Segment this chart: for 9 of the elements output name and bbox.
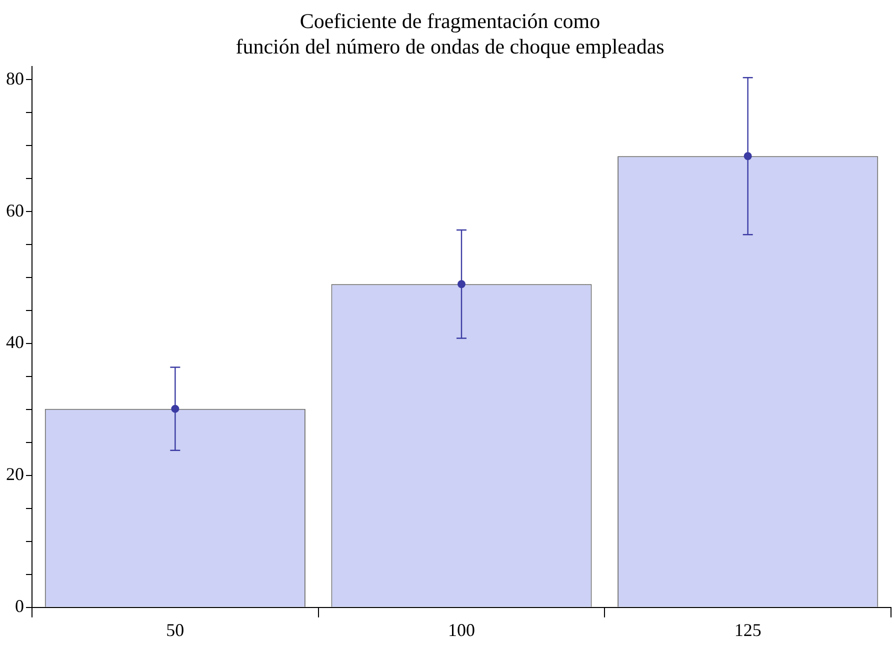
y-tick-label: 80: [6, 68, 24, 88]
y-tick-label: 0: [15, 596, 24, 616]
y-tick-label: 40: [6, 332, 24, 352]
y-tick-label: 20: [6, 464, 24, 484]
chart-title: Coeficiente de fragmentación como función del número de ondas de choque empleadas: [236, 9, 664, 58]
x-tick-label: 125: [734, 620, 762, 640]
x-tick-label: 50: [166, 620, 184, 640]
x-tick-label: 100: [448, 620, 475, 640]
y-tick-label: 60: [6, 200, 24, 220]
